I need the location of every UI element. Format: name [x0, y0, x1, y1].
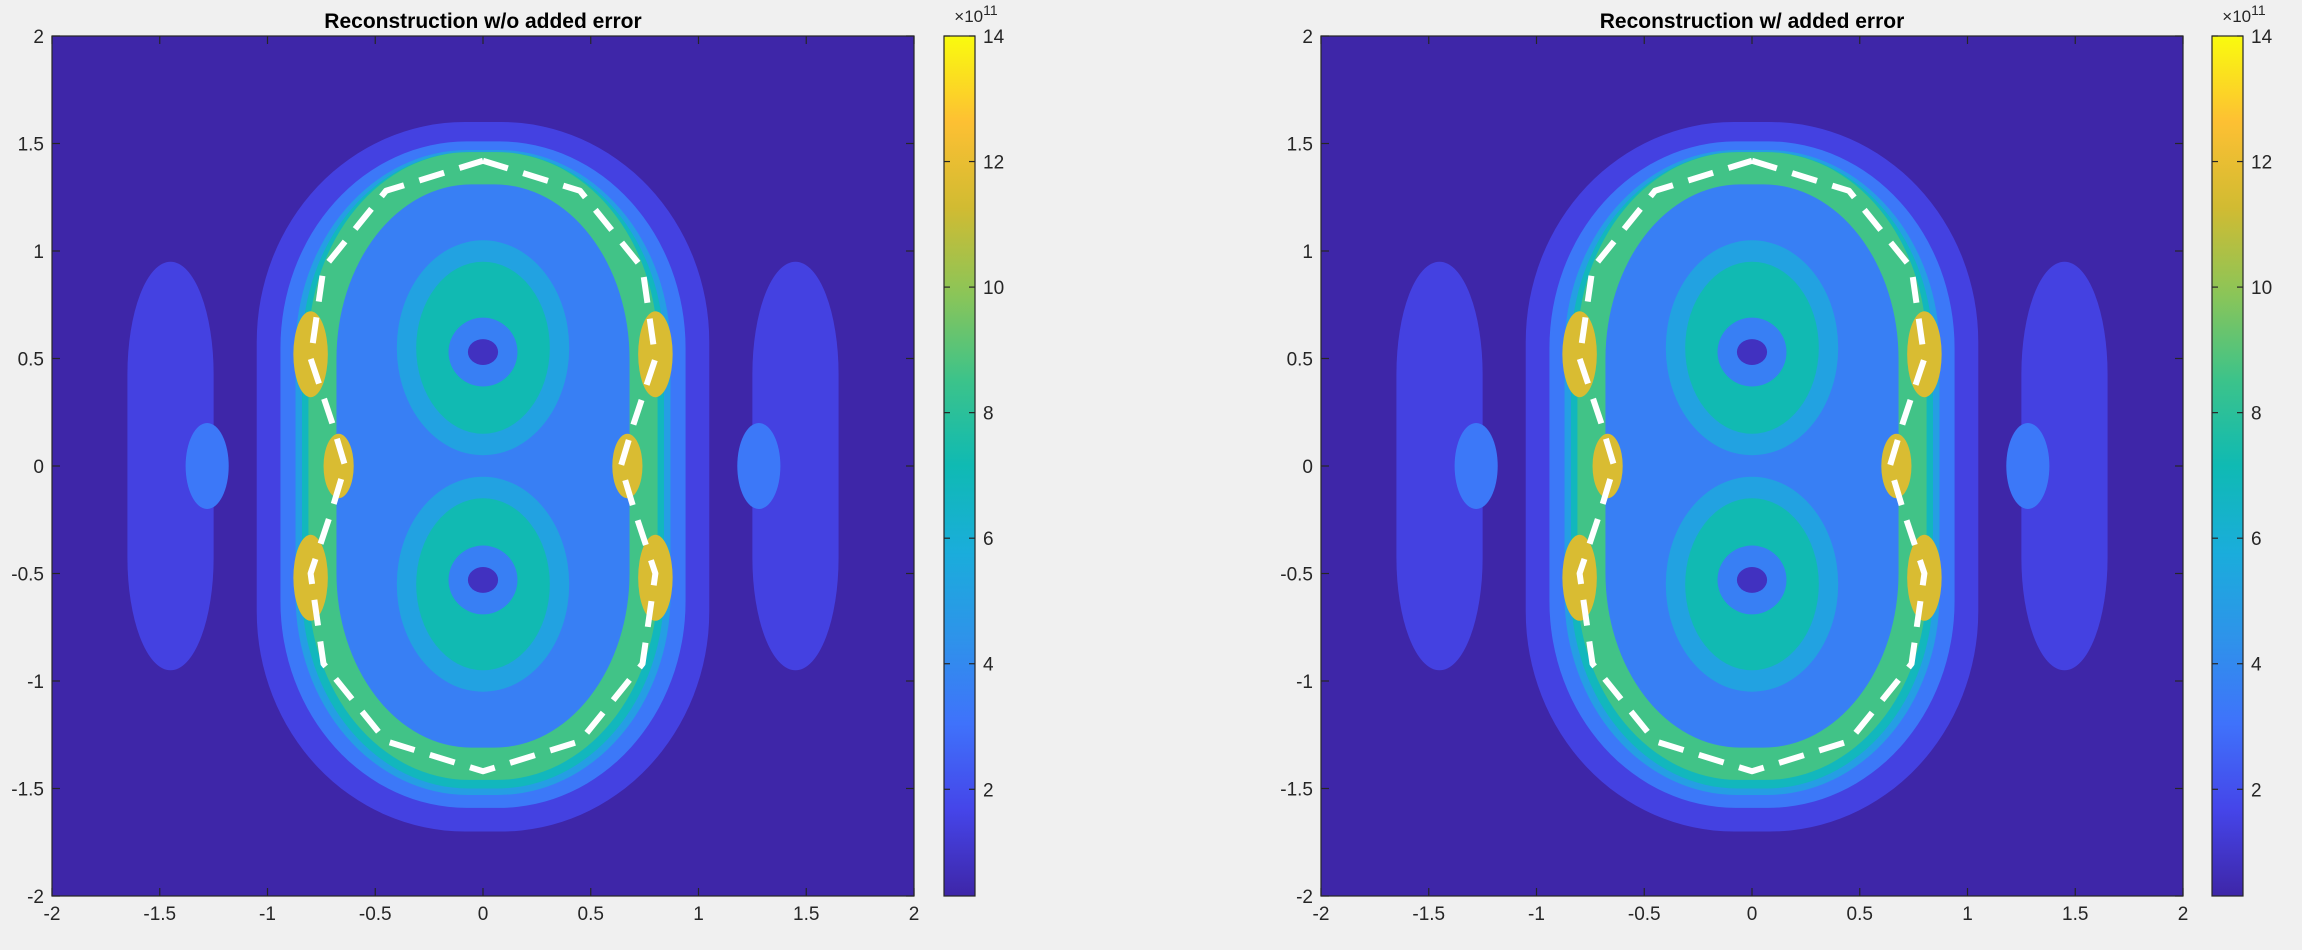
contour-level-region: [1736, 567, 1768, 593]
x-tick-label: 0: [478, 904, 489, 925]
chart-title: Reconstruction w/o added error: [324, 10, 641, 33]
y-tick-label: 0.5: [18, 350, 44, 371]
y-tick-label: 1: [33, 242, 44, 263]
contour-level-region: [1454, 423, 1498, 509]
contour-plot-left: -2 -1.5 -1 -0.5 0 0.5 1 1.5 2 -2 -1.5 -1 -0.5 0 0.5 1 1.…: [11, 2, 1004, 925]
y-tick-label: -0.5: [1280, 565, 1313, 586]
y-tick-label: -1.5: [11, 780, 44, 801]
y-tick-label: -2: [1296, 887, 1313, 908]
colorbar-tick-label: 10: [983, 278, 1004, 299]
colorbar-tick-label: 8: [983, 404, 994, 425]
x-tick-label: -0.5: [359, 904, 392, 925]
y-tick-label: -1: [1296, 672, 1313, 693]
y-tick-label: 1.5: [1287, 135, 1313, 156]
colorbar-tick-label: 6: [2251, 529, 2262, 550]
x-tick-label: 0.5: [1847, 904, 1873, 925]
y-tick-label: 1: [1302, 242, 1313, 263]
contour-level-region: [1907, 311, 1942, 398]
x-tick-label: 0: [1747, 904, 1758, 925]
x-tick-label: 0.5: [578, 904, 604, 925]
colorbar-exponent-label: ×1011: [954, 2, 998, 26]
colorbar-tick-label: 14: [2251, 27, 2273, 48]
y-tick-label: 0: [33, 457, 44, 478]
colorbar-tick-label: 2: [2251, 780, 2262, 801]
colorbar-tick-label: 4: [2251, 655, 2262, 676]
x-tick-label: 2: [909, 904, 920, 925]
y-tick-label: -0.5: [11, 565, 44, 586]
colorbar-tick-label: 8: [2251, 404, 2262, 425]
colorbar-tick-label: 10: [2251, 278, 2272, 299]
chart-title: Reconstruction w/ added error: [1600, 10, 1905, 33]
contour-level-region: [2021, 261, 2108, 671]
contour-level-region: [1881, 433, 1912, 499]
contour-field: [127, 122, 839, 832]
contour-level-region: [127, 261, 214, 671]
x-tick-label: -1.5: [143, 904, 176, 925]
contour-level-region: [1396, 261, 1483, 671]
contour-level-region: [467, 339, 499, 365]
x-tick-label: 1.5: [793, 904, 819, 925]
contour-level-region: [293, 311, 328, 398]
x-tick-label: 2: [2178, 904, 2189, 925]
dashed-boundary-curve: [1576, 157, 1928, 775]
y-tick-label: 2: [33, 27, 44, 48]
x-tick-label: 1: [693, 904, 704, 925]
y-tick-label: -2: [27, 887, 44, 908]
x-tick-label: -1.5: [1412, 904, 1445, 925]
colorbar-tick-label: 12: [983, 153, 1004, 174]
x-tick-label: 1: [1962, 904, 1973, 925]
dashed-boundary-curve: [307, 157, 659, 775]
contour-level-region: [1736, 339, 1768, 365]
contour-level-region: [737, 423, 781, 509]
colorbar: [944, 36, 975, 896]
y-tick-label: 0.5: [1287, 350, 1313, 371]
x-tick-label: -1: [259, 904, 276, 925]
contour-field: [1396, 122, 2108, 832]
colorbar-tick-label: 6: [983, 529, 994, 550]
x-tick-label: 1.5: [2062, 904, 2088, 925]
x-tick-label: -1: [1528, 904, 1545, 925]
x-tick-label: -0.5: [1628, 904, 1661, 925]
colorbar: [2212, 36, 2243, 896]
colorbar-tick-label: 2: [983, 780, 994, 801]
contour-level-region: [2006, 423, 2050, 509]
y-tick-label: -1.5: [1280, 780, 1313, 801]
colorbar-tick-label: 14: [983, 27, 1005, 48]
x-tick-label: -2: [44, 904, 61, 925]
colorbar-exponent-label: ×1011: [2222, 2, 2266, 26]
contour-level-region: [467, 567, 499, 593]
colorbar-box: [2211, 35, 2244, 897]
colorbar-tick-label: 12: [2251, 153, 2272, 174]
contour-level-region: [638, 311, 673, 398]
y-tick-label: 0: [1302, 457, 1313, 478]
y-tick-label: 1.5: [18, 135, 44, 156]
contour-level-region: [323, 433, 354, 499]
contour-level-region: [185, 423, 229, 509]
contour-level-region: [612, 433, 643, 499]
y-tick-label: 2: [1302, 27, 1313, 48]
y-tick-label: -1: [27, 672, 44, 693]
colorbar-box: [943, 35, 976, 897]
contour-level-region: [1592, 433, 1623, 499]
x-tick-label: -2: [1313, 904, 1330, 925]
contour-level-region: [752, 261, 839, 671]
contour-plot-right: -2 -1.5 -1 -0.5 0 0.5 1 1.5 2 -2 -1.5 -1 -0.5 0 0.5 1 1.…: [1280, 2, 2272, 925]
colorbar-tick-label: 4: [983, 655, 994, 676]
contour-level-region: [1562, 311, 1597, 398]
